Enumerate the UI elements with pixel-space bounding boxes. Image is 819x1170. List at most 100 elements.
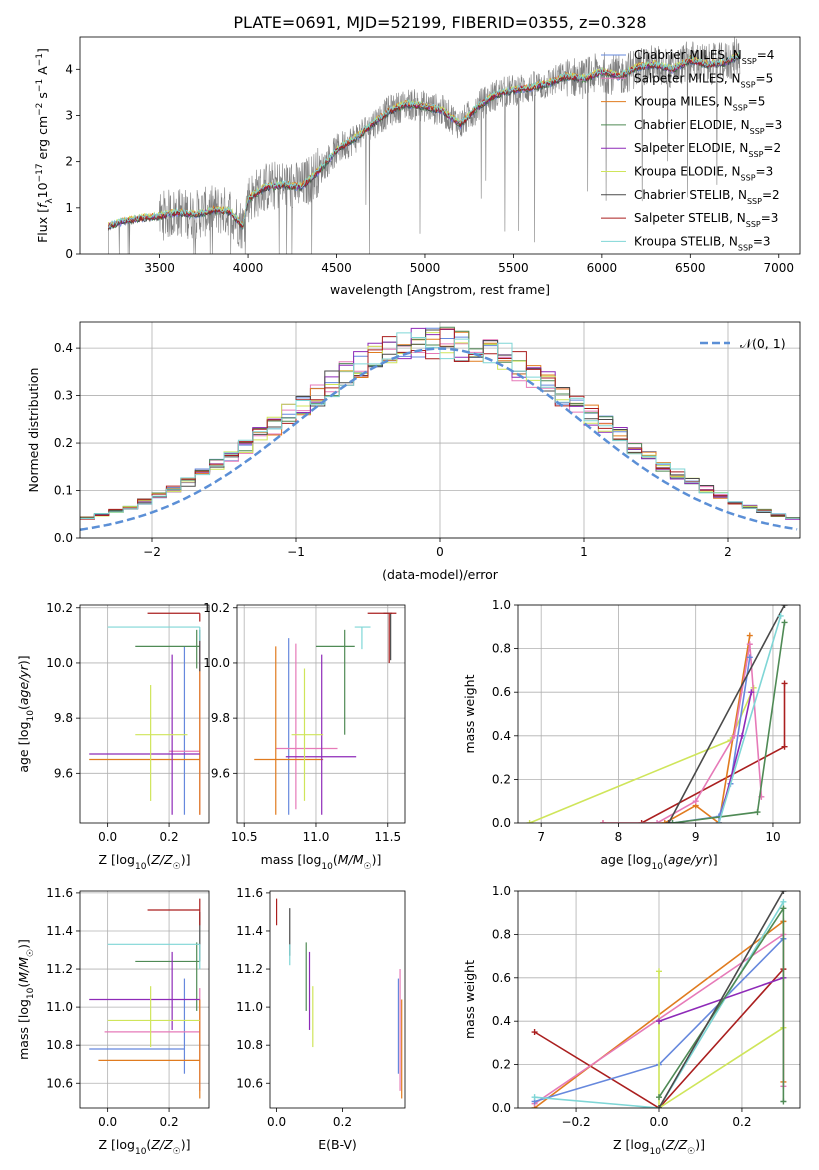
label-part: 10 — [135, 862, 147, 872]
legend-sub: SSP — [750, 126, 765, 135]
label-part: ( — [16, 705, 31, 710]
data-point — [781, 743, 788, 750]
axes-frame — [79, 36, 801, 255]
series-line — [529, 687, 755, 823]
x-axis-label: E(B-V) — [318, 1137, 357, 1152]
label-part: −1 — [35, 79, 45, 92]
x-tick-label: 8 — [615, 830, 623, 844]
y-tick-label: 1.0 — [492, 598, 511, 612]
y-tick-label: 9.8 — [211, 711, 230, 725]
x-tick-label: 6500 — [675, 261, 706, 275]
label-part: Z/Z — [150, 1137, 173, 1152]
label-part: age [ — [16, 741, 31, 773]
legend-entry: 𝒩(0, 1) — [740, 336, 786, 351]
x-tick-label: 3500 — [144, 261, 175, 275]
series-kroupa_stelib — [715, 612, 784, 823]
x-tick-label: 4500 — [321, 261, 352, 275]
y-tick-label: 0.3 — [54, 389, 73, 403]
errorbar-kroupa_miles — [98, 999, 201, 1099]
legend-text: Kroupa ELODIE, N — [634, 165, 741, 179]
y-tick-label: 0.4 — [54, 341, 73, 355]
legend-text: Chabrier MILES, N — [634, 48, 742, 62]
label-part: 10 — [26, 987, 36, 999]
data-point — [638, 820, 645, 823]
grid-lines — [237, 605, 405, 823]
y-tick-label: 9.6 — [211, 766, 230, 780]
label-part: 10 — [35, 182, 50, 198]
legend-suffix: =3 — [756, 165, 774, 179]
y-tick-label: 0.0 — [492, 1101, 511, 1115]
y-tick-label: 0.4 — [492, 1014, 511, 1028]
series-chabrier_stelib — [665, 605, 788, 823]
y-tick-label: 0.8 — [492, 927, 511, 941]
axes-frame — [236, 604, 406, 824]
label-part: erg cm — [35, 116, 50, 164]
axes-frame — [79, 890, 210, 1109]
axes-frame — [79, 604, 210, 824]
legend-text: Salpeter ELODIE, N — [634, 141, 748, 155]
legend-suffix: =4 — [757, 48, 775, 62]
label-part: ☉ — [173, 862, 181, 872]
y-tick-label: 11.2 — [236, 962, 263, 976]
label-part: Z/Z — [665, 1137, 688, 1152]
legend-text: Chabrier STELIB, N — [634, 188, 747, 202]
x-tick-label: 7 — [537, 830, 545, 844]
x-tick-label: 0.0 — [98, 1115, 117, 1129]
label-part: mass weight — [462, 960, 477, 1039]
errorbar-salpeter_miles — [275, 643, 338, 810]
data-point — [654, 820, 661, 823]
plot-area — [526, 605, 788, 823]
label-part: log — [16, 721, 31, 740]
legend-text: Kroupa STELIB, N — [634, 234, 738, 248]
x-tick-label: 10.5 — [231, 830, 258, 844]
x-tick-label: 5500 — [498, 261, 529, 275]
x-axis-label: Z [log10(Z/Z☉)] — [98, 1137, 190, 1157]
legend-sub: SSP — [742, 57, 757, 66]
y-tick-label: 11.4 — [236, 924, 263, 938]
y-tick-label: 10.8 — [236, 1038, 263, 1052]
y-tick-label: 1 — [65, 201, 73, 215]
label-part: 10 — [652, 862, 664, 872]
legend-entry: Chabrier STELIB, NSSP=2 — [634, 188, 780, 206]
label-part: log — [630, 1137, 649, 1152]
label-part: ( — [146, 1137, 151, 1152]
legend-entry: Kroupa ELODIE, NSSP=3 — [634, 165, 773, 183]
y-tick-label: 0 — [65, 247, 73, 261]
data-point — [715, 820, 722, 823]
x-tick-label: 11.5 — [374, 830, 401, 844]
label-part: ☉ — [26, 949, 36, 957]
legend-suffix: =3 — [765, 118, 783, 132]
model-line-kroupa_stelib — [108, 51, 741, 228]
errorbar-chabrier_miles — [89, 978, 186, 1074]
label-part: Normed distribution — [26, 368, 41, 493]
series-salpeter_stelib — [638, 680, 788, 823]
label-part: )] — [181, 1137, 191, 1152]
x-axis-label: age [log10(age/yr)] — [600, 852, 717, 872]
series-line — [667, 605, 786, 823]
legend-suffix: =2 — [762, 188, 780, 202]
data-point — [526, 820, 533, 823]
legend-sub: SSP — [747, 196, 762, 205]
x-tick-label: 2 — [724, 545, 732, 559]
legend-sub: SSP — [741, 80, 756, 89]
label-part: 10 — [649, 1147, 661, 1157]
errorbar-kroupa_elodie — [107, 986, 200, 1048]
data-point — [781, 605, 788, 608]
data-point — [781, 619, 788, 626]
y-tick-label: 0.2 — [492, 1058, 511, 1072]
figure-title: PLATE=0691, MJD=52199, FIBERID=0355, z=0… — [233, 13, 646, 32]
x-tick-label: 1 — [580, 545, 588, 559]
legend-suffix: =5 — [748, 95, 766, 109]
x-tick-label: 5000 — [410, 261, 441, 275]
plot-area — [80, 326, 800, 531]
errorbar-chabrier_elodie — [315, 629, 355, 735]
y-tick-label: 9.8 — [54, 711, 73, 725]
data-point — [599, 820, 606, 823]
y-tick-label: 10.6 — [236, 1076, 263, 1090]
data-point — [748, 689, 755, 696]
data-point — [669, 820, 676, 823]
legend-entry: Salpeter STELIB, NSSP=3 — [634, 211, 778, 229]
y-tick-label: 0.2 — [492, 772, 511, 786]
label-part: )] — [16, 939, 31, 949]
legend-text: Salpeter STELIB, N — [634, 211, 746, 225]
